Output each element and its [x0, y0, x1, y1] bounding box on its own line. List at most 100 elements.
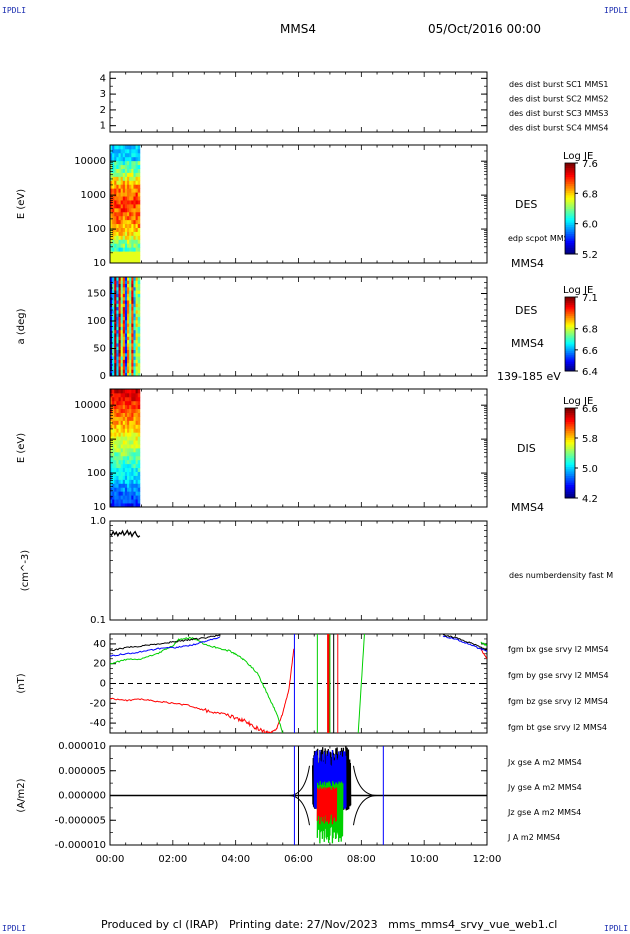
spectrogram-cell: [114, 404, 117, 410]
spectrogram-cell: [116, 440, 119, 445]
y-tick-label: -20: [90, 698, 106, 709]
spectrogram-cell: [118, 316, 122, 321]
spectrogram-cell: [135, 459, 139, 465]
spectrogram-cell: [116, 475, 119, 480]
colorbar-cell: [565, 190, 575, 194]
spectrogram-cell: [131, 424, 134, 429]
spectrogram-cell: [110, 428, 113, 433]
spectrogram-cell: [129, 346, 132, 350]
spectrogram-cell: [124, 362, 128, 367]
spectrogram-cell: [110, 316, 113, 321]
spectrogram-cell: [112, 362, 115, 367]
spectrogram-cell: [137, 277, 141, 281]
colorbar-cell: [565, 197, 575, 200]
spectrogram-cell: [137, 196, 141, 201]
spectrogram-cell: [110, 227, 113, 232]
spectrogram-cell: [122, 349, 126, 354]
panel-2: 0 50 100 150 a (deg) DES MMS4 139-185 eV Log JE 6…: [16, 276, 598, 383]
spectrogram-cell: [129, 306, 132, 311]
spectrogram-cell: [116, 172, 119, 177]
spectrogram-cell: [133, 440, 136, 445]
spectrogram-cell: [129, 356, 132, 360]
spectrogram-cell: [122, 259, 126, 264]
spectrogram-cell: [137, 336, 141, 341]
spectrogram-cell: [116, 487, 119, 492]
colorbar-cell: [565, 450, 575, 454]
spectrogram-cell: [120, 349, 124, 354]
colorbar-frame: [564, 407, 576, 499]
spectrogram-cell: [114, 343, 117, 347]
spectrogram-cell: [118, 412, 122, 417]
spectrogram-cell: [122, 400, 126, 406]
spectrogram-cell: [133, 148, 136, 154]
colorbar-cell: [565, 448, 575, 452]
panel-0: 1 2 3 4 des dist burst SC1 MMS1 des dist burs…: [100, 71, 608, 133]
spectrogram-cell: [131, 319, 134, 324]
spectrogram-cell: [118, 349, 122, 354]
spectrogram-cell: [114, 339, 117, 344]
spectrogram-cell: [131, 300, 134, 304]
spectrogram-cell: [129, 432, 132, 437]
spectrogram-cell: [120, 239, 124, 244]
spectrogram-cell: [120, 495, 124, 500]
spectrogram-cell: [129, 219, 132, 225]
spectrogram-cell: [112, 420, 115, 425]
colorbar-cell: [565, 466, 575, 470]
spectrogram-cell: [112, 184, 115, 189]
spectrogram-cell: [129, 235, 132, 240]
spectrogram-cell: [135, 259, 139, 264]
panel-frame: [109, 71, 488, 133]
spectrogram-cell: [127, 277, 130, 281]
spectrogram-cell: [135, 329, 139, 334]
colorbar-tick-label: 6.4: [582, 367, 598, 378]
colorbar-cell: [565, 242, 575, 246]
spectrogram-cell: [124, 339, 128, 344]
spectrogram-cell: [112, 352, 115, 357]
spectrogram-cell: [114, 359, 117, 364]
spectrogram-cell: [116, 408, 119, 413]
colorbar-cell: [565, 210, 575, 214]
spectrogram-cell: [122, 235, 126, 240]
spectrogram-cell: [133, 475, 136, 480]
spectrogram-cell: [135, 436, 139, 441]
spectrogram-cell: [129, 211, 132, 217]
spectrogram-cell: [137, 316, 141, 321]
spectrogram-cell: [116, 152, 119, 158]
spectrogram-cell: [122, 316, 126, 321]
spectrogram-cell: [120, 300, 124, 304]
spectrogram-cell: [133, 471, 136, 476]
spectrogram-cell: [135, 255, 139, 260]
spectrogram-cell: [110, 432, 113, 437]
spectrogram-cell: [137, 369, 141, 374]
y-tick-label: 0: [100, 371, 106, 382]
spectrogram-cell: [122, 372, 126, 377]
y-tick-label: 3: [100, 89, 106, 100]
spectrogram-cell: [116, 286, 119, 291]
spectrogram-cell: [118, 286, 122, 291]
spectrogram-cell: [118, 369, 122, 374]
colorbar-cell: [565, 178, 575, 182]
spectrogram-cell: [137, 172, 141, 177]
spectrogram-cell: [133, 277, 136, 281]
spectrogram-cell: [112, 160, 115, 166]
spectrogram-cell: [120, 184, 124, 189]
spectrogram-cell: [137, 503, 141, 508]
spectrogram-cell: [131, 219, 134, 225]
spectrogram-cell: [127, 499, 130, 504]
density-series-line: [109, 529, 141, 538]
spectrogram-cell: [127, 293, 130, 298]
spectrogram-cell: [135, 444, 139, 449]
spectrogram-cell: [137, 310, 141, 314]
spectrogram-cell: [129, 343, 132, 347]
spectrogram-cell: [112, 479, 115, 484]
spectrogram-cell: [122, 188, 126, 193]
spectrogram-cell: [110, 293, 113, 298]
spectrogram-cell: [114, 349, 117, 354]
spectrogram-cell: [137, 145, 141, 150]
spectrogram-cell: [135, 243, 139, 248]
spectrogram-cell: [124, 207, 128, 213]
spectrogram-cell: [137, 475, 141, 480]
spectrogram-cell: [124, 156, 128, 162]
spectrogram-cell: [118, 420, 122, 425]
spectrogram-cell: [118, 389, 122, 394]
